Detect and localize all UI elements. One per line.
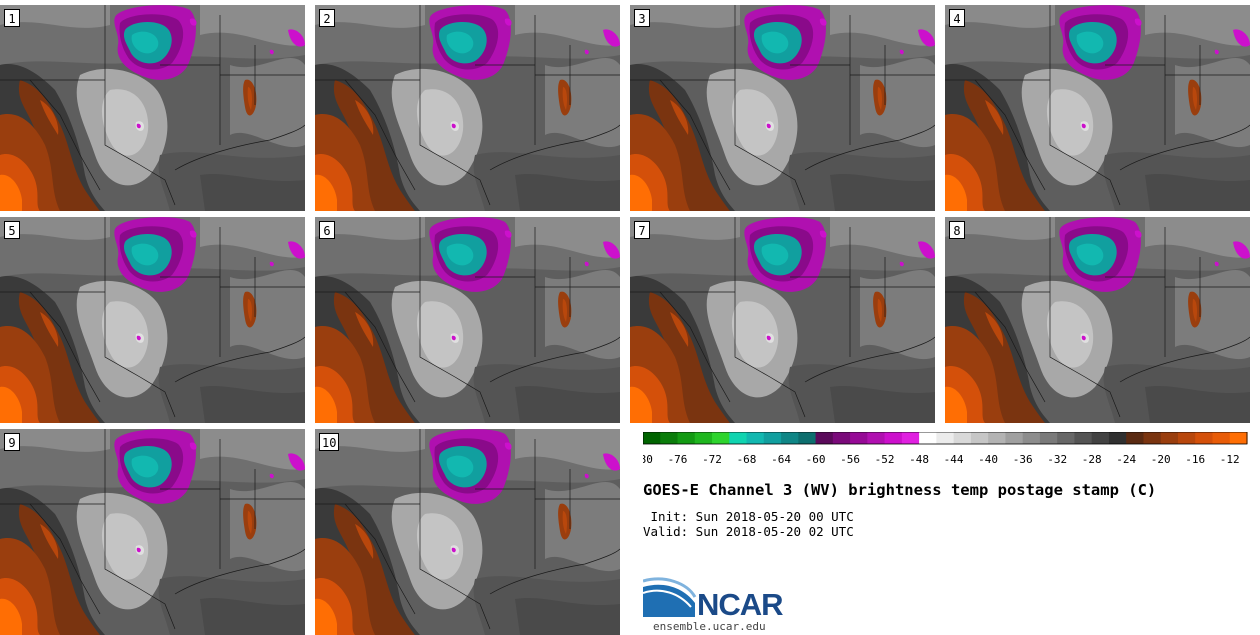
colorbar-tick-label: -48 [909, 453, 929, 466]
panel-number: 3 [634, 9, 650, 27]
colorbar-swatch [1039, 432, 1058, 444]
colorbar-tick-label: -56 [840, 453, 860, 466]
colorbar-swatch [988, 432, 1006, 444]
page-title: GOES-E Channel 3 (WV) brightness temp po… [643, 481, 1157, 499]
colorbar-swatch [1074, 432, 1093, 444]
colorbar-ticks: -80 -76 -72 -68 -64 -60 -56 -52 -48 -44 -40 -36 -32 -… [643, 453, 1240, 466]
colorbar-swatch [643, 432, 661, 444]
map-image [315, 217, 620, 423]
colorbar-swatch [712, 432, 730, 444]
colorbar-swatch [1005, 432, 1024, 444]
colorbar-swatch [936, 432, 955, 444]
colorbar-swatch [1160, 432, 1179, 444]
colorbar-swatch [798, 432, 817, 444]
footer-url: ensemble.ucar.edu [653, 620, 766, 633]
init-time: Init: Sun 2018-05-20 00 UTC [643, 509, 854, 524]
map-image [315, 5, 620, 211]
colorbar-swatch [884, 432, 903, 444]
panel-number: 1 [4, 9, 20, 27]
colorbar-swatch [867, 432, 886, 444]
colorbar-tick-label: -28 [1082, 453, 1102, 466]
stamp-panel-1: 1 [0, 5, 305, 211]
colorbar-swatch [746, 432, 765, 444]
map-image [630, 217, 935, 423]
map-image [0, 5, 305, 211]
panel-number: 2 [319, 9, 335, 27]
colorbar-tick-label: -36 [1013, 453, 1033, 466]
colorbar-tick-label: -12 [1220, 453, 1240, 466]
colorbar-swatch [901, 432, 920, 444]
colorbar-swatch [953, 432, 972, 444]
stamp-panel-10: 10 [315, 429, 620, 635]
colorbar-tick-label: -76 [668, 453, 688, 466]
colorbar-tick-label: -40 [978, 453, 998, 466]
map-image [630, 5, 935, 211]
ncar-logo-text: NCAR [697, 587, 784, 622]
colorbar-tick-label: -44 [944, 453, 964, 466]
panel-number: 9 [4, 433, 20, 451]
colorbar-frame [643, 432, 1248, 445]
ncar-logo-icon [643, 577, 697, 617]
stamp-panel-9: 9 [0, 429, 305, 635]
colorbar-tick-label: -52 [875, 453, 895, 466]
colorbar-swatch [850, 432, 868, 444]
panel-number: 4 [949, 9, 965, 27]
colorbar-tick-label: -24 [1116, 453, 1136, 466]
colorbar-tick-label: -80 [643, 453, 653, 466]
stamp-panel-5: 5 [0, 217, 305, 423]
stamp-panel-7: 7 [630, 217, 935, 423]
colorbar-swatch [1126, 432, 1145, 444]
colorbar-tick-label: -60 [806, 453, 826, 466]
colorbar-tick-label: -32 [1047, 453, 1067, 466]
colorbar-tick-label: -72 [702, 453, 722, 466]
map-image [315, 429, 620, 635]
map-image [0, 217, 305, 423]
map-image [945, 5, 1250, 211]
map-image [945, 217, 1250, 423]
colorbar-swatch [1057, 432, 1076, 444]
colorbar: -80 -76 -72 -68 -64 -60 -56 -52 -48 -44 -40 -36 -32 -… [643, 432, 1248, 466]
stamp-panel-3: 3 [630, 5, 935, 211]
map-image [0, 429, 305, 635]
stamp-panel-6: 6 [315, 217, 620, 423]
colorbar-swatch [970, 432, 989, 444]
colorbar-swatch [1229, 432, 1248, 444]
colorbar-swatches [643, 432, 1248, 445]
panel-number: 10 [319, 433, 340, 451]
colorbar-tick-label: -68 [737, 453, 757, 466]
stamp-panel-8: 8 [945, 217, 1250, 423]
colorbar-swatch [694, 432, 713, 444]
colorbar-swatch [729, 432, 748, 444]
panel-number: 7 [634, 221, 650, 239]
panel-number: 6 [319, 221, 335, 239]
colorbar-swatch [1212, 432, 1231, 444]
colorbar-swatch [1108, 432, 1127, 444]
panel-number: 8 [949, 221, 965, 239]
colorbar-swatch [1022, 432, 1041, 444]
colorbar-swatch [1091, 432, 1110, 444]
stamp-panel-2: 2 [315, 5, 620, 211]
colorbar-tick-label: -20 [1151, 453, 1171, 466]
colorbar-swatch [781, 432, 799, 444]
colorbar-tick-label: -16 [1185, 453, 1205, 466]
colorbar-swatch [1143, 432, 1162, 444]
colorbar-swatch [1195, 432, 1214, 444]
colorbar-swatch [815, 432, 834, 444]
panel-number: 5 [4, 221, 20, 239]
colorbar-tick-label: -64 [771, 453, 791, 466]
stamp-panel-4: 4 [945, 5, 1250, 211]
valid-time: Valid: Sun 2018-05-20 02 UTC [643, 524, 854, 539]
colorbar-swatch [677, 432, 696, 444]
colorbar-swatch [832, 432, 851, 444]
colorbar-swatch [763, 432, 782, 444]
colorbar-swatch [1177, 432, 1196, 444]
colorbar-swatch [660, 432, 679, 444]
colorbar-swatch [919, 432, 937, 444]
